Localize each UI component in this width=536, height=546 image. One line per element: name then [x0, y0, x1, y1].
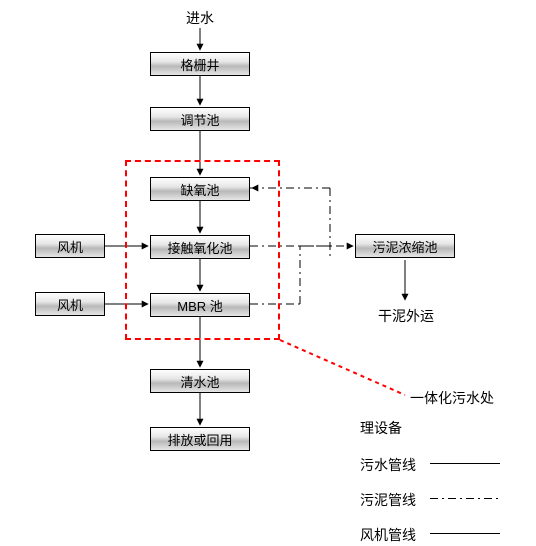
node-text: 污泥浓缩池: [372, 237, 437, 256]
node-grid-well: 格栅井: [150, 52, 250, 76]
legend-sewage-line: [430, 463, 500, 464]
node-text: 清水池: [180, 372, 219, 391]
integrated-group-box: [125, 160, 280, 340]
legend-sludge-line: [430, 498, 500, 499]
node-text: 调节池: [180, 110, 219, 129]
node-fan-2: 风机: [35, 292, 105, 316]
legend-fan-line: [430, 533, 500, 534]
node-text: 排放或回用: [167, 430, 232, 449]
node-text: 格栅井: [180, 55, 219, 74]
node-discharge: 排放或回用: [150, 427, 250, 451]
node-text: 风机: [57, 237, 83, 256]
dry-out-label: 干泥外运: [378, 306, 434, 326]
node-text: 风机: [57, 295, 83, 314]
node-clear: 清水池: [150, 369, 250, 393]
legend-sewage-label: 污水管线: [360, 455, 416, 475]
integrated-label-2: 理设备: [360, 418, 402, 438]
node-sludge-thick: 污泥浓缩池: [355, 234, 455, 258]
node-reg-tank: 调节池: [150, 107, 250, 131]
integrated-label-1: 一体化污水处: [410, 388, 494, 408]
inflow-label: 进水: [186, 8, 214, 28]
node-fan-1: 风机: [35, 234, 105, 258]
legend-sludge-label: 污泥管线: [360, 490, 416, 510]
legend-fan-label: 风机管线: [360, 525, 416, 545]
